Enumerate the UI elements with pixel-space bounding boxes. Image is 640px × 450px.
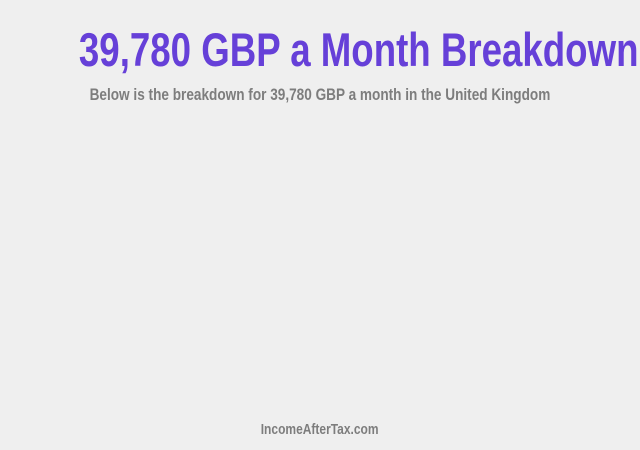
page-title: 39,780 GBP a Month Breakdown bbox=[0, 22, 640, 77]
footer-site-link[interactable]: IncomeAfterTax.com bbox=[0, 421, 640, 439]
footer-site-text[interactable]: IncomeAfterTax.com bbox=[261, 421, 379, 438]
page-subtitle: Below is the breakdown for 39,780 GBP a … bbox=[0, 85, 640, 105]
page-title-text: 39,780 GBP a Month Breakdown bbox=[78, 23, 639, 76]
page-subtitle-text: Below is the breakdown for 39,780 GBP a … bbox=[89, 85, 551, 104]
